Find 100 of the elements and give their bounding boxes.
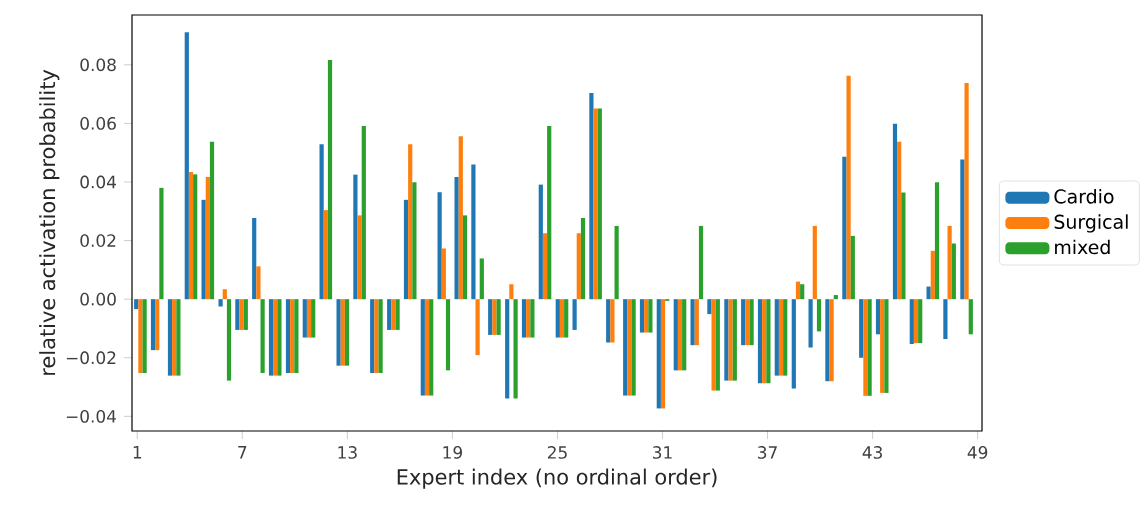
- bar: [340, 299, 345, 366]
- bar: [639, 299, 645, 333]
- bar: [420, 299, 425, 396]
- y-tick-label: −0.04: [66, 409, 116, 423]
- bar: [968, 299, 973, 335]
- bar: [167, 299, 173, 376]
- bar: [273, 299, 278, 376]
- bar: [778, 299, 784, 376]
- bar: [564, 299, 569, 338]
- bar: [690, 299, 695, 346]
- bar: [172, 299, 177, 376]
- x-tick-label: 49: [967, 446, 988, 459]
- bar: [555, 299, 560, 338]
- bar: [842, 156, 847, 300]
- bar: [302, 299, 307, 338]
- y-tick-label: 0.00: [80, 292, 116, 306]
- bar: [863, 299, 868, 396]
- bar: [391, 299, 396, 330]
- y-tick-label: 0.04: [80, 175, 116, 189]
- bar: [306, 299, 312, 338]
- bar: [859, 299, 864, 358]
- bar: [526, 299, 531, 338]
- bar: [875, 299, 881, 335]
- bar: [762, 299, 767, 384]
- bar: [728, 299, 733, 381]
- bar: [361, 126, 366, 300]
- bar: [812, 225, 817, 300]
- bar: [774, 299, 779, 376]
- bar: [475, 299, 480, 356]
- x-tick-label: 19: [443, 446, 462, 459]
- y-tick-label: 0.06: [80, 116, 116, 130]
- bar: [597, 108, 602, 300]
- x-axis-title: Expert index (no ordinal order): [397, 468, 717, 489]
- bar: [268, 299, 274, 376]
- bar: [627, 299, 632, 396]
- bar: [530, 299, 535, 338]
- bar: [205, 176, 210, 300]
- bar: [833, 295, 838, 300]
- bar: [580, 218, 586, 300]
- bar: [252, 218, 257, 300]
- bar: [547, 126, 552, 300]
- bar: [159, 187, 164, 300]
- y-tick-label: −0.02: [66, 351, 116, 365]
- bar: [445, 299, 451, 371]
- bar: [239, 299, 244, 330]
- bar: [766, 299, 771, 384]
- bar: [711, 299, 716, 391]
- bar: [344, 299, 350, 366]
- bar: [311, 299, 316, 338]
- bar: [458, 136, 463, 300]
- bar: [610, 299, 615, 343]
- bar: [783, 299, 788, 376]
- bar: [357, 215, 362, 300]
- bar: [732, 299, 737, 381]
- y-axis-title: relative activation probability: [39, 69, 60, 375]
- bar: [336, 299, 341, 366]
- bar: [930, 250, 935, 300]
- bar: [226, 299, 232, 381]
- bar: [934, 182, 940, 300]
- bar: [496, 299, 501, 335]
- y-tick-label: 0.02: [80, 234, 116, 247]
- bar: [745, 299, 750, 346]
- bar: [424, 299, 430, 396]
- bar: [412, 182, 417, 300]
- bar: [918, 299, 923, 344]
- bar: [294, 299, 299, 373]
- bar: [403, 199, 409, 300]
- bar: [648, 299, 653, 333]
- bar: [353, 174, 358, 300]
- bar: [542, 233, 548, 300]
- bar: [644, 299, 649, 333]
- bar: [884, 299, 889, 393]
- bar: [707, 299, 712, 315]
- bar: [201, 199, 206, 300]
- bar: [188, 172, 194, 300]
- bar: [846, 75, 851, 300]
- bar: [441, 248, 446, 300]
- bar: [462, 215, 468, 300]
- bar: [589, 92, 594, 300]
- legend-label: mixed: [1055, 239, 1110, 255]
- bar: [150, 299, 156, 351]
- bar: [492, 299, 497, 335]
- bar: [901, 192, 906, 300]
- bar: [606, 299, 611, 343]
- bar: [623, 299, 628, 396]
- bar: [408, 144, 413, 300]
- bar: [134, 299, 139, 310]
- bar: [816, 299, 822, 332]
- bar: [209, 141, 215, 300]
- bar: [694, 299, 699, 346]
- bar: [243, 299, 248, 330]
- x-tick-label: 37: [758, 446, 777, 459]
- bar: [142, 299, 147, 373]
- bar: [808, 299, 813, 348]
- bar: [791, 299, 796, 389]
- bar: [509, 284, 514, 300]
- x-tick-label: 7: [238, 446, 247, 459]
- bar: [850, 235, 855, 300]
- bar: [947, 225, 952, 300]
- bar: [926, 286, 931, 300]
